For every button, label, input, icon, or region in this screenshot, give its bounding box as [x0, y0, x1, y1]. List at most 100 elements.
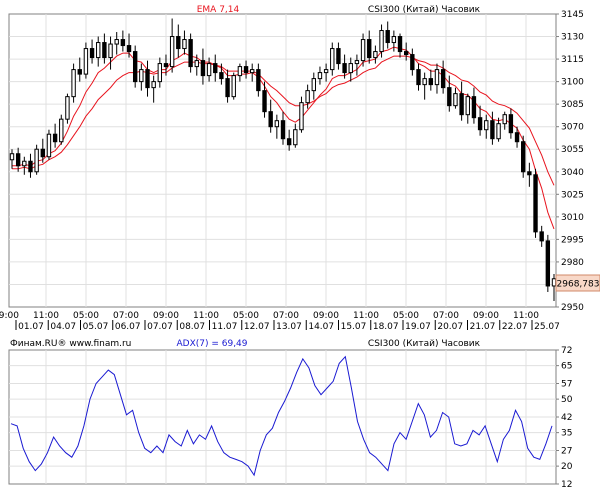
candle-body-up	[250, 69, 255, 74]
adx-y-tick-label: 57	[561, 380, 572, 390]
candle	[299, 96, 304, 133]
candle-body-down	[416, 69, 421, 86]
candle	[219, 63, 224, 85]
adx-y-tick-label: 42	[561, 413, 572, 423]
main-time-label: 05:00	[393, 311, 419, 321]
candle-body-up	[46, 133, 52, 158]
main-date-label: 07.07	[147, 322, 173, 332]
candle	[65, 93, 70, 124]
candle-body-down	[132, 51, 138, 83]
candle	[59, 114, 64, 145]
main-time-label: 07:00	[273, 311, 299, 321]
candle-body-down	[163, 63, 169, 68]
candle-body-down	[336, 48, 341, 65]
main-date-label: 12.07	[244, 322, 270, 332]
candle-body-down	[225, 78, 230, 98]
candle-body-down	[440, 69, 446, 89]
candles	[9, 18, 557, 301]
candle-body-down	[397, 36, 403, 53]
candle	[77, 57, 82, 82]
candle-body-down	[403, 51, 409, 56]
candle-body-up	[422, 78, 427, 86]
candle-body-up	[169, 36, 175, 68]
candle-body-down	[367, 39, 372, 59]
main-date-label: 05.07	[83, 322, 109, 332]
candle	[403, 42, 409, 61]
candle	[200, 48, 206, 85]
main-date-label: 01.07	[18, 322, 44, 332]
candle-body-down	[28, 160, 33, 173]
candle	[348, 57, 353, 82]
main-date-label: 04.07	[50, 322, 76, 332]
candle-body-up	[157, 63, 163, 83]
candle	[484, 114, 489, 139]
candle	[311, 72, 316, 100]
candle-body-down	[89, 48, 95, 59]
main-y-tick-label: 3010	[561, 213, 584, 223]
main-time-label: 11:00	[513, 311, 539, 321]
candle-body-up	[354, 60, 360, 65]
candle-body-down	[268, 111, 273, 128]
candle-body-up	[317, 72, 323, 80]
candle-body-down	[521, 141, 526, 173]
candle	[496, 117, 501, 142]
candle	[527, 162, 532, 187]
main-y-tick-label: 2950	[561, 303, 584, 313]
candle	[453, 87, 458, 109]
candle	[96, 36, 101, 67]
candle-body-up	[465, 96, 470, 116]
main-y-tick-label: 3070	[561, 123, 584, 133]
candle-body-down	[490, 120, 495, 140]
candle-body-down	[243, 66, 249, 74]
candle	[231, 72, 236, 100]
candle	[250, 63, 255, 82]
candle-body-up	[373, 51, 378, 59]
candle	[323, 63, 329, 82]
main-x-axis: 09:00 11:00 05:00 07:00 09:00 11:00 05:00 07:00…	[0, 311, 560, 332]
candle	[206, 57, 212, 82]
main-y-tick-label: 2980	[561, 258, 584, 268]
candle-body-down	[256, 69, 261, 92]
candle-body-up	[391, 36, 397, 44]
candle	[286, 129, 292, 151]
adx-indicator-label: ADX(7) = 69,49	[176, 339, 247, 349]
candle-body-up	[323, 69, 329, 74]
adx-series-line	[10, 355, 553, 477]
candle-body-down	[40, 148, 45, 158]
candle	[471, 87, 477, 124]
main-y-tick-label: 3100	[561, 78, 584, 88]
main-time-label: 05:00	[233, 311, 259, 321]
main-panel-frame	[8, 13, 557, 308]
candle-body-up	[9, 153, 15, 161]
candle	[379, 24, 384, 58]
candle	[120, 30, 126, 52]
candle	[28, 153, 33, 178]
main-y-tick-label: 3040	[561, 168, 584, 178]
candle	[163, 54, 169, 76]
candle	[514, 126, 520, 148]
candle-body-up	[484, 120, 489, 131]
candle	[545, 234, 551, 292]
candle	[188, 33, 193, 73]
candle-body-down	[120, 39, 126, 47]
candle	[447, 75, 452, 112]
candle	[268, 99, 273, 133]
candle	[182, 30, 187, 55]
candle	[15, 147, 21, 172]
candle	[360, 33, 366, 67]
main-time-label: 11:00	[33, 311, 59, 321]
candle-body-up	[71, 69, 76, 98]
adx-y-tick-label: 65	[561, 362, 572, 372]
candle	[52, 123, 58, 148]
candle-body-up	[114, 39, 119, 45]
adx-line	[10, 355, 553, 477]
candle-body-up	[65, 96, 70, 120]
candle	[213, 54, 218, 82]
main-time-label: 07:00	[113, 311, 139, 321]
candle	[151, 75, 156, 103]
candle	[490, 111, 495, 145]
adx-grid	[9, 350, 556, 484]
main-date-label: 22.07	[502, 322, 528, 332]
candle-body-up	[379, 30, 384, 53]
